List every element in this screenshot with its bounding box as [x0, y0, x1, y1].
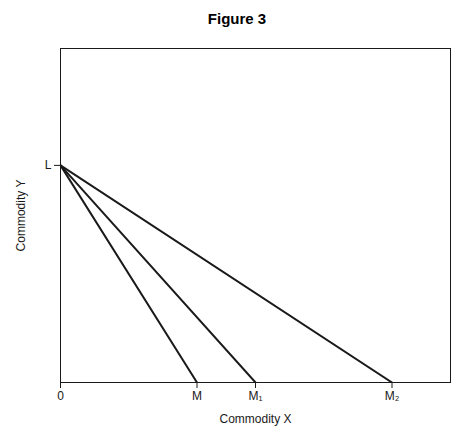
- svg-text:Commodity X: Commodity X: [219, 412, 291, 426]
- svg-text:L: L: [45, 158, 52, 172]
- svg-text:0: 0: [57, 389, 64, 403]
- svg-text:M₁: M₁: [248, 389, 262, 403]
- svg-text:M₂: M₂: [385, 389, 400, 403]
- svg-text:M: M: [192, 389, 202, 403]
- svg-text:Commodity Y: Commodity Y: [14, 180, 28, 252]
- html-text:Figure 3: Figure 3: [207, 10, 267, 27]
